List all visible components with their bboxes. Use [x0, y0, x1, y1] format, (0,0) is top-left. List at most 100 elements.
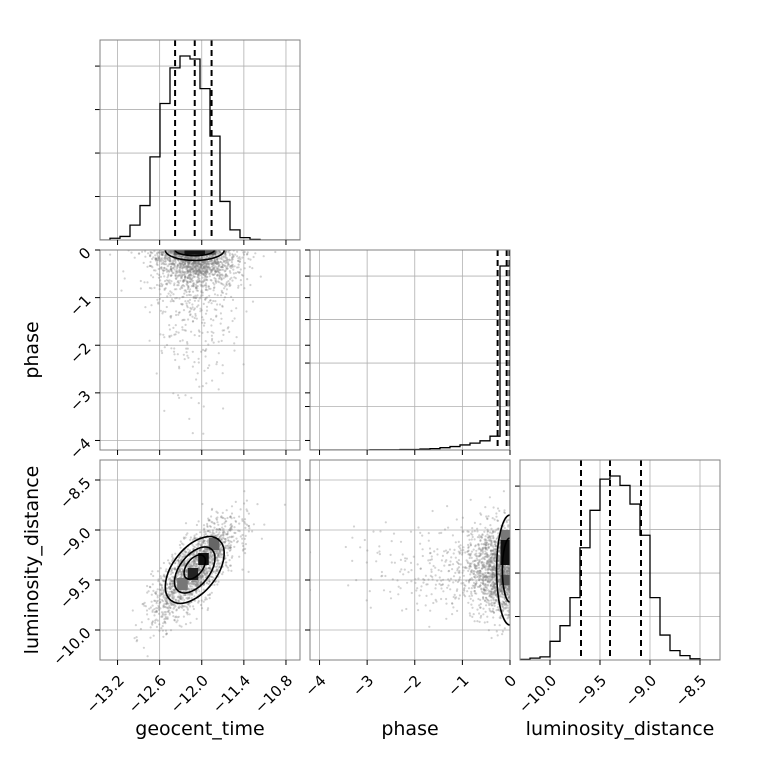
- scatter-point: [204, 298, 207, 301]
- scatter-point: [473, 563, 476, 567]
- scatter-point: [157, 612, 161, 615]
- scatter-point: [204, 265, 207, 268]
- scatter-point: [498, 566, 501, 569]
- scatter-point: [180, 273, 183, 276]
- scatter-point: [470, 603, 473, 606]
- scatter-point: [506, 587, 509, 591]
- scatter-point: [167, 586, 170, 589]
- scatter-point: [193, 564, 196, 567]
- scatter-point: [166, 276, 169, 279]
- scatter-point: [229, 529, 232, 532]
- scatter-point: [170, 269, 173, 273]
- scatter-point: [493, 582, 497, 585]
- scatter-point: [199, 264, 202, 267]
- scatter-point: [200, 289, 203, 292]
- scatter-point: [151, 251, 154, 254]
- scatter-point: [181, 267, 184, 270]
- scatter-point: [182, 589, 185, 592]
- scatter-point: [486, 533, 489, 536]
- scatter-point: [162, 561, 165, 565]
- scatter-point: [490, 593, 493, 596]
- scatter-point: [490, 588, 493, 591]
- scatter-point: [245, 499, 248, 502]
- scatter-point: [167, 281, 171, 284]
- scatter-point: [479, 523, 482, 526]
- scatter-point: [164, 310, 167, 313]
- scatter-point: [192, 261, 195, 264]
- scatter-point: [217, 533, 220, 536]
- scatter-point: [220, 268, 223, 271]
- scatter-point: [493, 584, 496, 588]
- scatter-point: [440, 570, 443, 573]
- scatter-point: [501, 592, 504, 595]
- scatter-point: [170, 252, 173, 255]
- scatter-point: [506, 571, 509, 575]
- scatter-point: [486, 561, 490, 564]
- scatter-point: [171, 571, 174, 574]
- scatter-point: [204, 355, 207, 358]
- scatter-point: [199, 568, 202, 572]
- scatter-point: [479, 554, 482, 557]
- scatter-point: [479, 598, 482, 602]
- scatter-point: [203, 550, 206, 553]
- scatter-point: [120, 289, 123, 292]
- scatter-point: [192, 282, 195, 285]
- scatter-point: [193, 580, 196, 583]
- scatter-point: [490, 599, 493, 602]
- scatter-point: [204, 312, 208, 315]
- scatter-point: [482, 543, 485, 546]
- scatter-point: [494, 544, 497, 548]
- scatter-point: [212, 273, 215, 276]
- scatter-point: [205, 572, 208, 575]
- scatter-point: [204, 572, 207, 575]
- scatter-point: [490, 562, 493, 565]
- scatter-point: [203, 550, 206, 553]
- scatter-point: [156, 263, 159, 267]
- scatter-point: [143, 604, 146, 607]
- scatter-point: [198, 549, 202, 552]
- scatter-point: [166, 617, 169, 620]
- scatter-point: [176, 274, 180, 277]
- scatter-point: [176, 266, 179, 269]
- scatter-point: [174, 260, 177, 263]
- scatter-point: [215, 549, 218, 552]
- scatter-point: [156, 254, 159, 257]
- scatter-point: [229, 271, 232, 274]
- scatter-point: [184, 562, 187, 565]
- scatter-point: [227, 528, 231, 532]
- scatter-point: [210, 269, 213, 272]
- scatter-point: [178, 592, 181, 595]
- scatter-point: [209, 318, 213, 321]
- scatter-point: [194, 257, 197, 261]
- scatter-point: [216, 268, 219, 271]
- scatter-point: [170, 270, 174, 273]
- scatter-point: [171, 594, 175, 597]
- scatter-point: [208, 597, 211, 600]
- scatter-point: [492, 537, 495, 540]
- scatter-point: [187, 580, 190, 584]
- scatter-point: [188, 602, 191, 605]
- scatter-point: [492, 596, 495, 599]
- scatter-point: [437, 569, 440, 572]
- scatter-point: [490, 569, 494, 572]
- scatter-point: [195, 537, 198, 540]
- scatter-point: [215, 258, 219, 261]
- scatter-point: [196, 372, 199, 375]
- scatter-point: [444, 560, 447, 563]
- scatter-point: [486, 548, 489, 551]
- scatter-point: [171, 579, 174, 583]
- scatter-point: [178, 543, 181, 547]
- scatter-point: [188, 290, 191, 293]
- scatter-point: [483, 575, 486, 578]
- scatter-point: [483, 543, 486, 546]
- scatter-point: [201, 331, 204, 334]
- scatter-point: [194, 563, 198, 566]
- scatter-point: [161, 592, 164, 595]
- scatter-point: [146, 584, 149, 588]
- scatter-point: [165, 603, 168, 606]
- scatter-point: [503, 566, 507, 569]
- scatter-point: [503, 569, 506, 572]
- scatter-point: [183, 273, 186, 276]
- scatter-point: [507, 567, 510, 571]
- scatter-point: [204, 271, 207, 274]
